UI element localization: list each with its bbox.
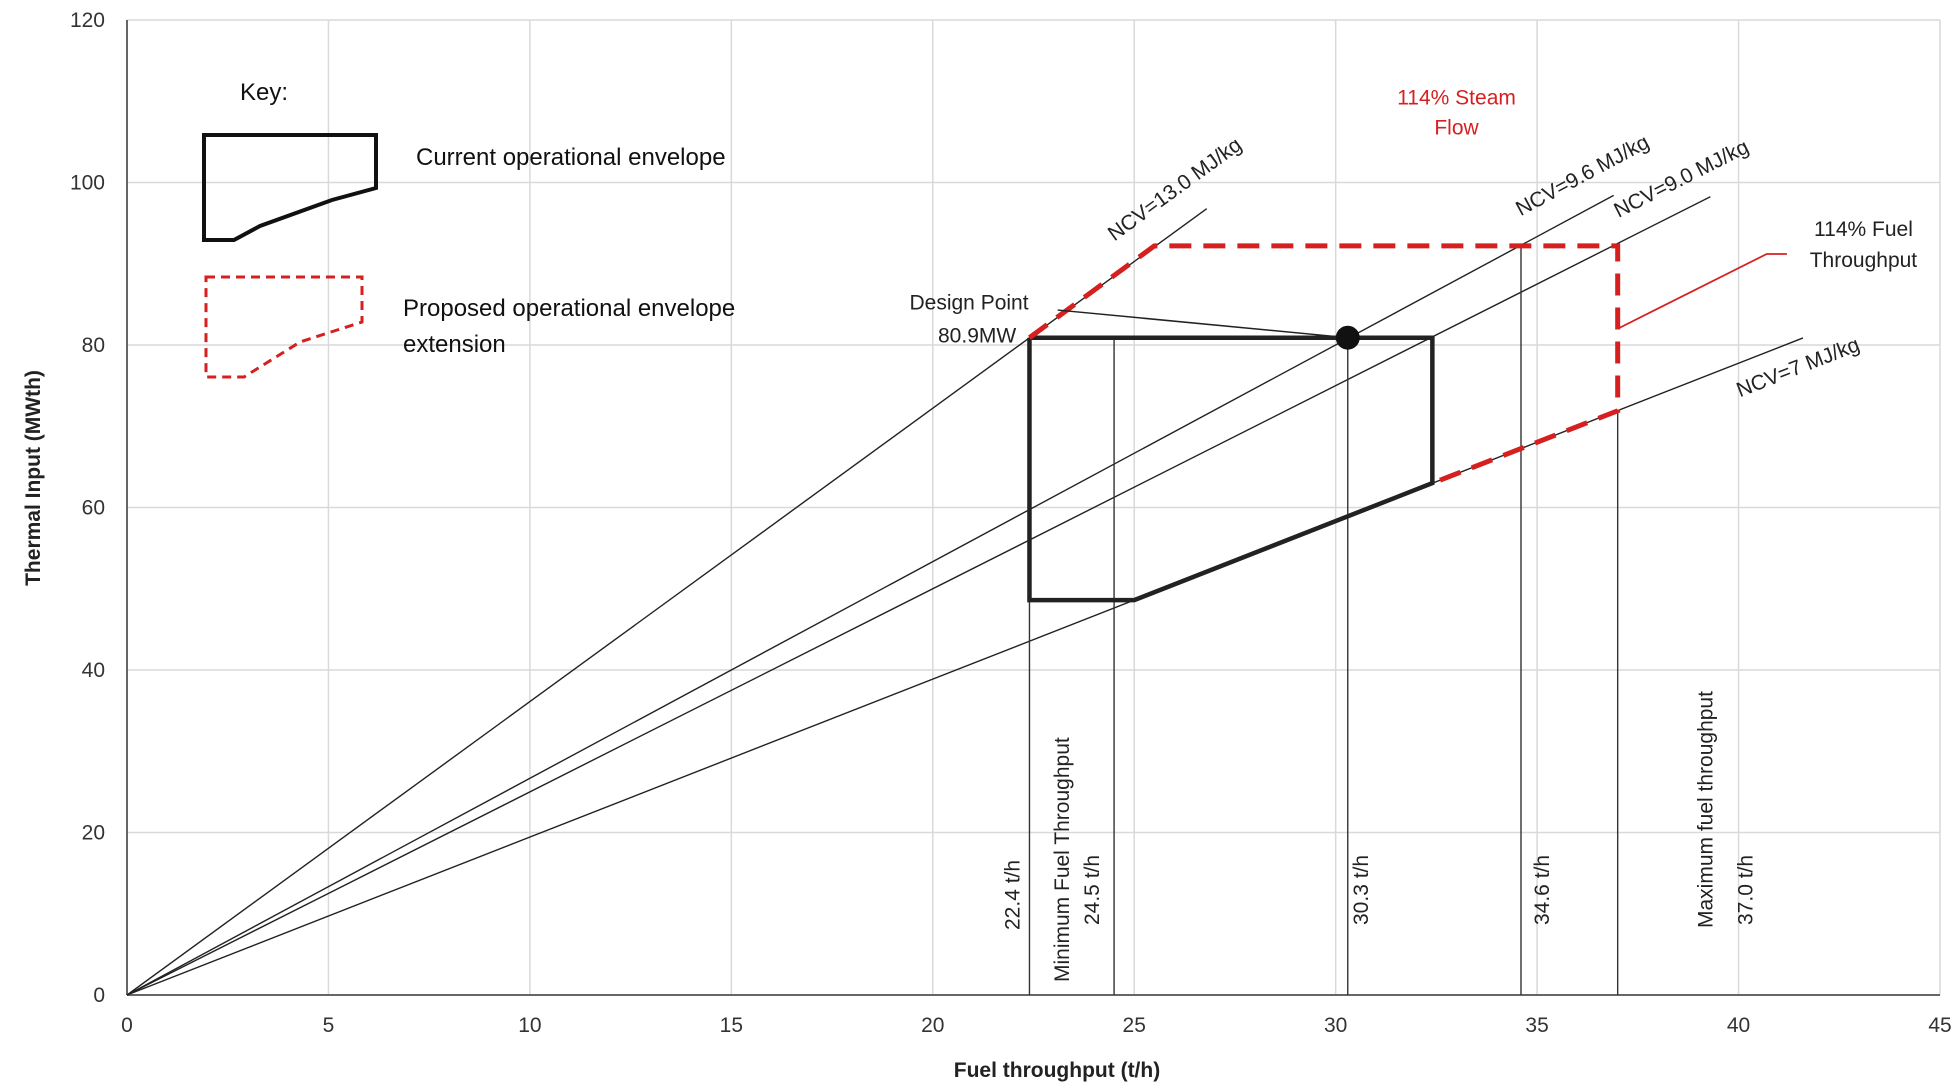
vertical-markers: 22.4 t/h 24.5 t/h Minimum Fuel Throughput 3… — [1001, 245, 1758, 995]
y-tick-label: 100 — [70, 172, 105, 195]
y-tick-label: 20 — [82, 822, 105, 845]
x-tick-label: 25 — [1123, 1014, 1146, 1037]
ncv-line — [126, 194, 1614, 996]
steam-flow-label: 114% Steam — [1397, 87, 1516, 110]
current-envelope — [1027, 335, 1435, 603]
y-ticks: 0 20 40 60 80 100 120 — [70, 9, 105, 1007]
y-tick-label: 40 — [82, 659, 105, 682]
x-tick-label: 10 — [518, 1014, 541, 1037]
x-tick-label: 0 — [121, 1014, 133, 1037]
steam-flow-label-2: Flow — [1434, 117, 1479, 140]
x-tick-label: 45 — [1928, 1014, 1951, 1037]
envelopes — [1027, 243, 1621, 603]
vertical-marker-caption: Maximum fuel throughput — [1695, 691, 1718, 928]
axes — [126, 20, 1940, 996]
vertical-marker-label: 22.4 t/h — [1001, 860, 1024, 930]
x-tick-label: 30 — [1324, 1014, 1347, 1037]
vertical-marker-caption: Minimum Fuel Throughput — [1051, 737, 1074, 982]
x-tick-label: 40 — [1727, 1014, 1750, 1037]
fuel-throughput-label: 114% Fuel — [1814, 218, 1913, 241]
x-tick-label: 15 — [720, 1014, 743, 1037]
vertical-marker-label: 37.0 t/h — [1735, 855, 1758, 925]
legend-proposed-label-2: extension — [403, 331, 506, 358]
y-tick-label: 120 — [70, 9, 105, 32]
design-point-leader — [1057, 309, 1348, 339]
y-tick-label: 60 — [82, 497, 105, 520]
legend-current-swatch — [202, 133, 378, 242]
x-axis-title: Fuel throughput (t/h) — [954, 1059, 1160, 1082]
ncv-line — [126, 208, 1208, 996]
legend: Key: Current operational envelope Propos… — [202, 79, 735, 379]
y-axis-title: Thermal Input (MWth) — [22, 370, 45, 586]
design-point-label: Design Point — [909, 291, 1028, 314]
design-point-value: 80.9MW — [938, 325, 1016, 348]
ncv-line — [126, 196, 1711, 996]
vertical-marker-label: 30.3 t/h — [1350, 855, 1373, 925]
ncv-label: NCV=13.0 MJ/kg — [1104, 133, 1246, 245]
legend-proposed-label: Proposed operational envelope — [403, 295, 735, 322]
annotations: Design Point 80.9MW 114% Steam Flow 114% Fue… — [909, 87, 1917, 350]
x-ticks: 0 5 10 15 20 25 30 35 40 45 — [121, 1014, 1952, 1037]
design-point-marker — [1335, 325, 1360, 350]
y-tick-label: 0 — [93, 984, 105, 1007]
grid — [127, 19, 1941, 995]
ncv-label: NCV=7 MJ/kg — [1733, 333, 1863, 402]
legend-title: Key: — [240, 79, 288, 106]
x-tick-label: 35 — [1525, 1014, 1548, 1037]
fuel-throughput-leader — [1617, 253, 1787, 330]
y-tick-label: 80 — [82, 334, 105, 357]
x-tick-label: 5 — [323, 1014, 335, 1037]
fuel-throughput-label-2: Throughput — [1810, 249, 1918, 272]
vertical-marker-label: 34.6 t/h — [1531, 855, 1554, 925]
x-tick-label: 20 — [921, 1014, 944, 1037]
vertical-marker-label: 24.5 t/h — [1081, 855, 1104, 925]
legend-proposed-swatch — [204, 275, 364, 379]
legend-current-label: Current operational envelope — [416, 144, 726, 171]
proposed-extension — [1027, 243, 1621, 486]
